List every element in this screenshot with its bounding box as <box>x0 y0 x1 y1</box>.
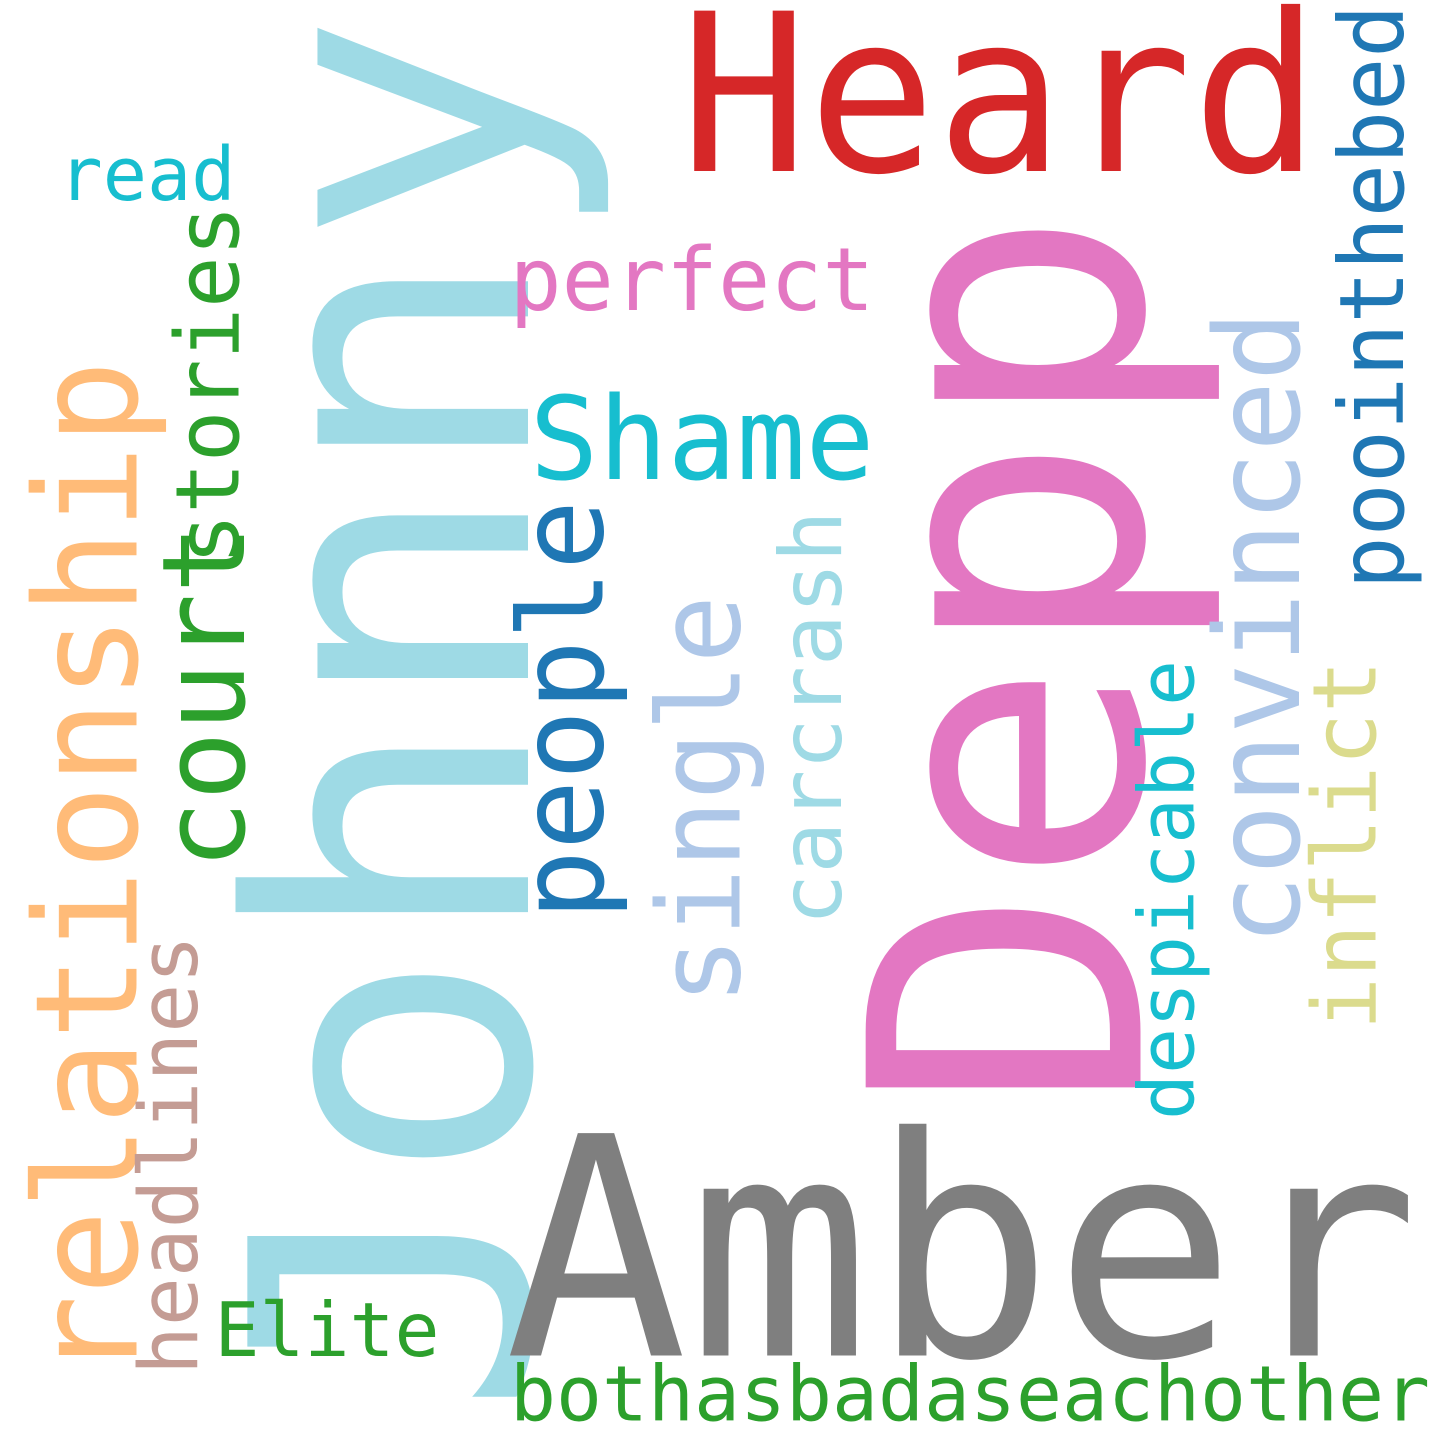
word: Amber <box>505 1073 1420 1428</box>
word: relationship <box>6 360 171 1380</box>
word: read <box>59 132 236 218</box>
word: Elite <box>215 1286 440 1374</box>
word: despicable <box>1124 660 1213 1120</box>
word: Depp <box>791 208 1230 1113</box>
word: stories <box>157 205 260 565</box>
word: people <box>494 500 631 920</box>
word: inflict <box>1294 660 1397 1030</box>
word: Shame <box>530 373 875 507</box>
word: convinced <box>1189 311 1327 946</box>
word: headlines <box>123 935 217 1375</box>
word: single <box>634 595 767 1005</box>
word: carcrash <box>762 511 862 926</box>
word: bothasbadaseachother <box>510 1351 1430 1440</box>
word: court <box>138 525 272 870</box>
word: poointhebed <box>1320 5 1424 590</box>
word: perfect <box>510 229 875 331</box>
word: Johnny <box>171 13 619 1418</box>
word: Heard <box>680 0 1320 223</box>
